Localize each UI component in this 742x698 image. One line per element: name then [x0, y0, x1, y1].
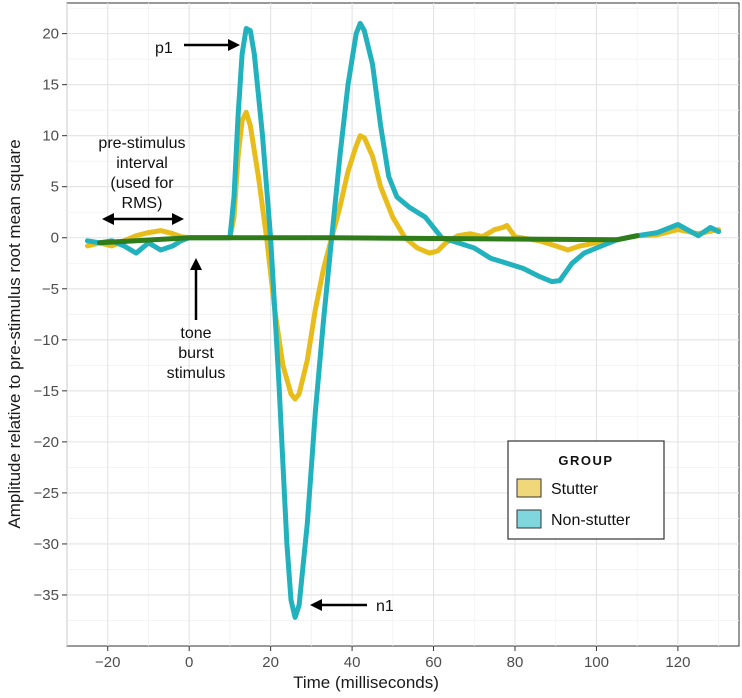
tone-burst-label-line-2: burst: [178, 345, 214, 362]
y-tick-label: 5: [51, 179, 59, 196]
stimulus-arrow: [190, 258, 202, 320]
y-tick-label: −30: [34, 536, 59, 553]
n1-label: n1: [376, 598, 394, 615]
y-tick-label: −15: [34, 383, 59, 400]
y-tick-label: 20: [42, 26, 59, 43]
y-axis-title: Amplitude relative to pre-stimulus root …: [5, 139, 24, 528]
x-tick-label: 60: [425, 654, 442, 671]
series-overlap-segment: [97, 233, 640, 246]
y-tick-label: 10: [42, 128, 59, 145]
x-axis-title: Time (milliseconds): [293, 673, 439, 692]
pre-stimulus-label-line-3: (used for: [110, 175, 174, 192]
legend-title: GROUP: [558, 453, 613, 468]
legend: GROUP Stutter Non-stutter: [507, 440, 665, 540]
pre-stimulus-label-line-4: RMS): [122, 195, 163, 212]
y-tick-label: −10: [34, 332, 59, 349]
y-tick-label: −35: [34, 587, 59, 604]
legend-label-stutter: Stutter: [551, 481, 599, 498]
x-tick-label: 120: [665, 654, 690, 671]
y-tick-label: −20: [34, 434, 59, 451]
x-tick-label: 0: [185, 654, 193, 671]
x-tick-label: 20: [262, 654, 279, 671]
pre-stimulus-label-line-1: pre-stimulus: [98, 135, 185, 152]
legend-swatch-stutter: [516, 478, 542, 498]
pre-stimulus-interval-arrow: [102, 213, 184, 225]
plot-panel: [66, 2, 740, 647]
x-tick-label: 40: [344, 654, 361, 671]
legend-swatch-non-stutter: [516, 509, 542, 529]
pre-stimulus-label-line-2: interval: [116, 155, 168, 172]
tone-burst-label-line-1: tone: [180, 325, 211, 342]
y-tick-label: −5: [42, 281, 59, 298]
y-axis-ticks: 20 15 10 5 0 −5 −10 −15 −20 −25 −30 −35: [34, 26, 67, 604]
y-tick-label: 15: [42, 77, 59, 94]
p1-arrow: [184, 39, 240, 51]
n1-arrow: [310, 599, 367, 611]
y-tick-label: −25: [34, 485, 59, 502]
annotations: p1 pre-stimulus interval (used for RMS) …: [98, 39, 394, 615]
legend-label-non-stutter: Non-stutter: [551, 512, 631, 529]
tone-burst-label-line-3: stimulus: [167, 365, 226, 382]
x-tick-label: 100: [584, 654, 609, 671]
y-tick-label: 0: [51, 230, 59, 247]
x-tick-label: 80: [507, 654, 524, 671]
x-tick-label: −20: [95, 654, 120, 671]
x-axis-ticks: −20 0 20 40 60 80 100 120: [95, 646, 690, 671]
p1-label: p1: [155, 40, 173, 57]
series-layer: [84, 20, 722, 620]
